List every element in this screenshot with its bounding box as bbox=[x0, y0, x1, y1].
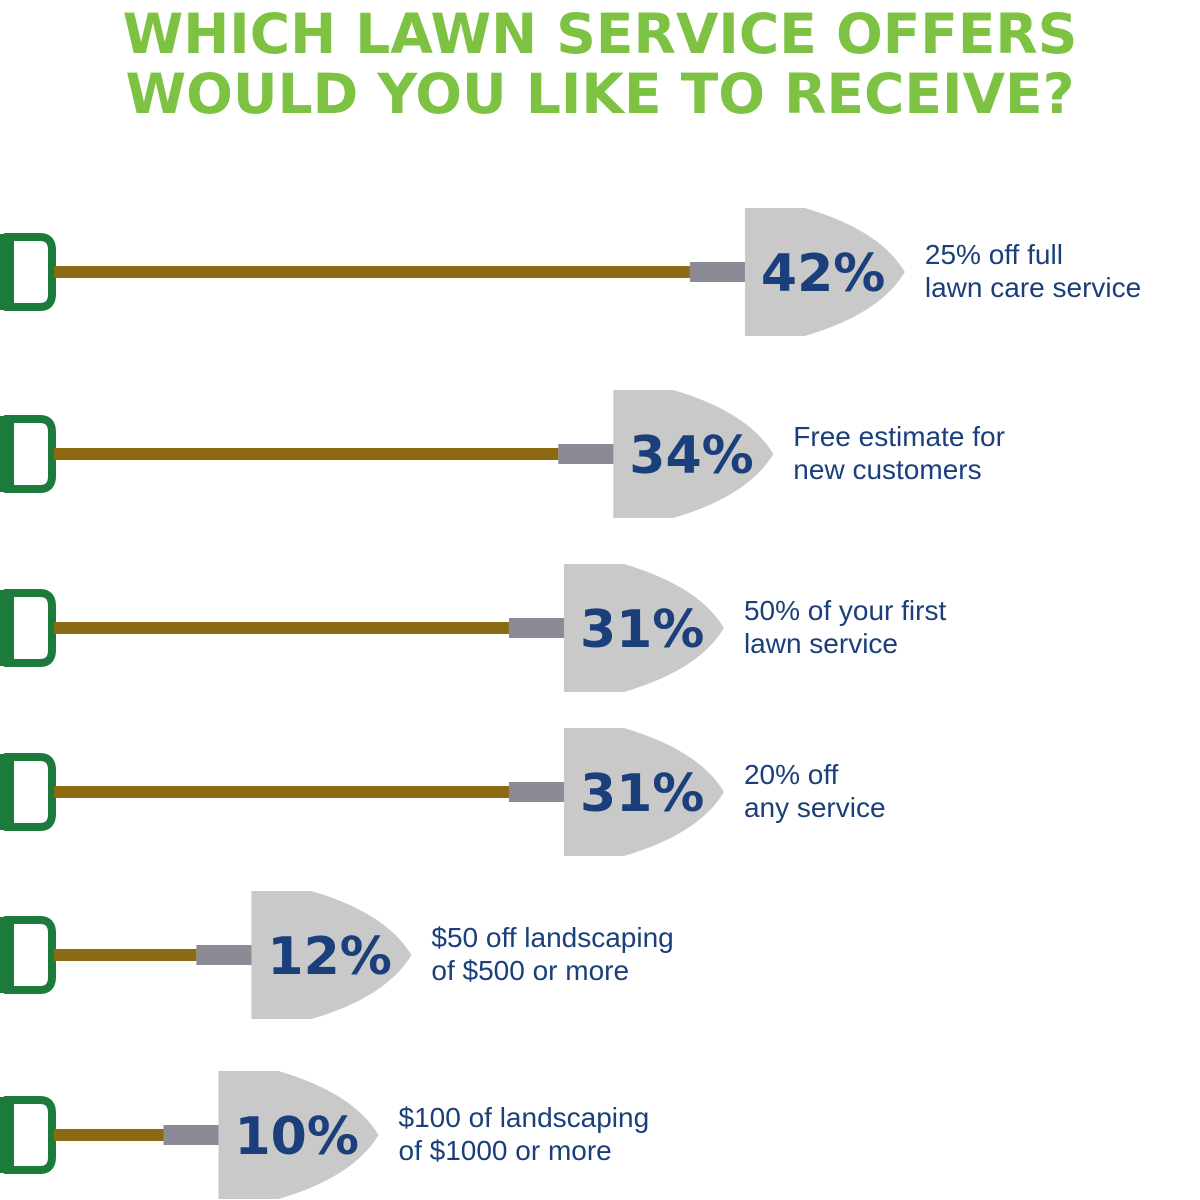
value-label: 42% bbox=[761, 244, 885, 304]
value-label: 10% bbox=[235, 1107, 359, 1167]
category-label: $100 of landscaping of $1000 or more bbox=[399, 1101, 650, 1167]
category-label-line-2: of $500 or more bbox=[431, 955, 630, 986]
category-label-line-2: lawn service bbox=[743, 628, 898, 659]
category-label-line-1: $50 off landscaping bbox=[431, 922, 674, 953]
category-label-line-1: Free estimate for bbox=[793, 421, 1005, 452]
value-label: 31% bbox=[580, 600, 704, 660]
shovel-blade bbox=[251, 891, 412, 1019]
shovel-shaft bbox=[54, 622, 509, 634]
category-label-line-2: lawn care service bbox=[924, 272, 1142, 303]
chart-title-line-2: WOULD YOU LIKE TO RECEIVE? bbox=[125, 62, 1075, 126]
category-label: 20% off any service bbox=[744, 758, 886, 824]
shovel-handle-grip bbox=[4, 916, 56, 994]
category-label-line-2: new customers bbox=[793, 454, 982, 485]
shovel-shaft bbox=[54, 448, 559, 460]
shovel-handle-bar bbox=[0, 754, 14, 830]
shovel-handle-grip bbox=[4, 589, 56, 667]
shovel-shaft bbox=[54, 1129, 164, 1141]
shovel-collar bbox=[558, 444, 616, 464]
category-label-line-1: 25% off full bbox=[924, 239, 1063, 270]
shovel-collar bbox=[508, 618, 566, 638]
value-label: 34% bbox=[629, 426, 753, 486]
chart-title-line-1: WHICH LAWN SERVICE OFFERS bbox=[122, 2, 1078, 66]
shovel-handle-grip bbox=[4, 753, 56, 831]
shovel-blade bbox=[563, 564, 724, 692]
shovel-handle-grip bbox=[4, 415, 56, 493]
category-label: 25% off full lawn care service bbox=[925, 238, 1141, 304]
shovel-collar bbox=[196, 945, 254, 965]
shovel-shaft bbox=[54, 266, 690, 278]
category-label: $50 off landscaping of $500 or more bbox=[431, 921, 673, 987]
shovel-handle-bar bbox=[0, 917, 14, 993]
shovel-shaft bbox=[54, 949, 197, 961]
shovel-shaft bbox=[54, 786, 509, 798]
shovel-blade bbox=[744, 208, 905, 336]
category-label: Free estimate for new customers bbox=[793, 420, 1005, 486]
category-label-line-1: 20% off bbox=[743, 759, 839, 790]
shovel-blade bbox=[563, 728, 724, 856]
category-label-line-2: any service bbox=[743, 792, 886, 823]
shovel-blade bbox=[218, 1071, 379, 1199]
category-label-line-1: 50% of your first bbox=[743, 595, 947, 626]
shovel-handle-grip bbox=[4, 1096, 56, 1174]
category-label-line-2: of $1000 or more bbox=[398, 1135, 612, 1166]
shovel-handle-bar bbox=[0, 416, 14, 492]
shovel-handle-grip bbox=[4, 233, 56, 311]
shovel-collar bbox=[508, 782, 566, 802]
shovel-handle-bar bbox=[0, 590, 14, 666]
shovel-handle-bar bbox=[0, 234, 14, 310]
shovel-handle-bar bbox=[0, 1097, 14, 1173]
shovel-collar bbox=[689, 262, 747, 282]
category-label: 50% of your first lawn service bbox=[744, 594, 946, 660]
value-label: 31% bbox=[580, 764, 704, 824]
chart-title: WHICH LAWN SERVICE OFFERS WOULD YOU LIKE… bbox=[0, 0, 1200, 130]
value-label: 12% bbox=[267, 927, 391, 987]
shovel-blade bbox=[613, 390, 774, 518]
shovel-collar bbox=[163, 1125, 221, 1145]
category-label-line-1: $100 of landscaping bbox=[398, 1102, 650, 1133]
